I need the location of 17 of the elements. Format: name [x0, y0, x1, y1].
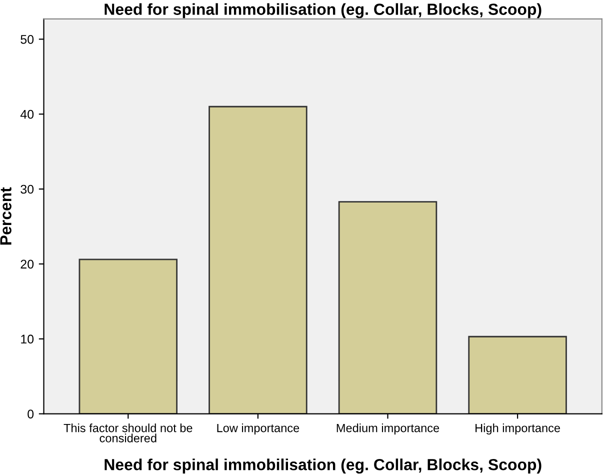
y-tick-label: 30: [20, 184, 34, 194]
y-tick-label: 0: [28, 410, 34, 418]
x-tick-label: Low importance: [217, 424, 300, 435]
y-tick-label: 50: [20, 34, 34, 44]
y-tick-label: 20: [20, 260, 34, 269]
y-tick-label: 40: [20, 110, 34, 119]
y-axis-title: Percent: [0, 187, 12, 245]
bar: [468, 336, 567, 414]
x-tick-label: This factor should not be considered: [64, 424, 192, 442]
x-tick-label: High importance: [476, 424, 560, 435]
bar: [338, 201, 438, 414]
y-tick-label: 10: [21, 334, 34, 344]
x-axis-title: Need for spinal immobilisation (eg. Collar, Blocks, Scoop): [104, 458, 542, 474]
bar: [78, 258, 178, 414]
chart-title: Need for spinal immobilisation (eg. Collar, Blocks, Scoop): [104, 3, 542, 18]
bar: [208, 106, 308, 414]
x-tick-label: Medium importance: [336, 424, 440, 435]
